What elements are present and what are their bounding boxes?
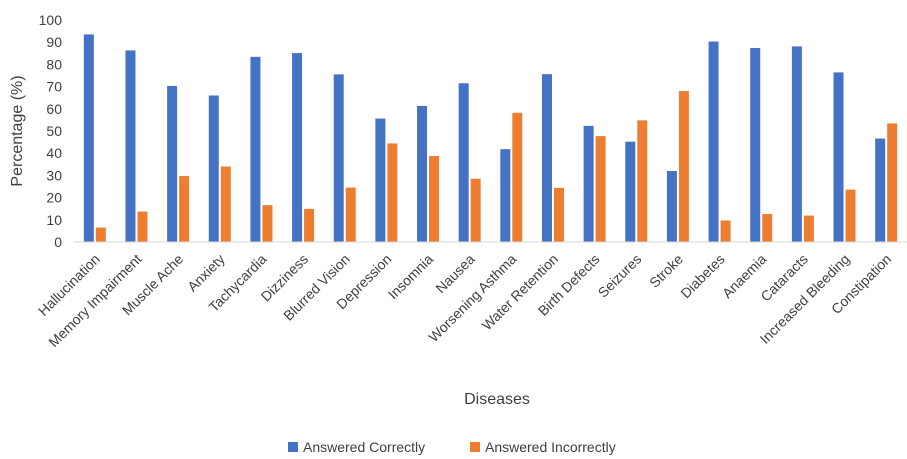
bar-correct: [666, 170, 677, 242]
y-tick-label: 0: [54, 234, 62, 250]
legend-swatch: [288, 442, 298, 452]
bar-correct: [750, 47, 761, 242]
y-tick-label: 100: [39, 12, 63, 28]
bar-incorrect: [595, 136, 606, 242]
bar-incorrect: [720, 220, 731, 242]
bar-incorrect: [95, 227, 106, 242]
bar-correct: [708, 41, 719, 243]
y-tick-label: 10: [46, 212, 62, 228]
x-tick-label: Water Retention: [479, 251, 561, 333]
bar-incorrect: [678, 91, 689, 242]
bar-correct: [625, 141, 636, 242]
bar-incorrect: [304, 208, 315, 242]
bars: [83, 34, 898, 243]
bar-correct: [500, 149, 511, 242]
bar-correct: [83, 34, 94, 243]
y-tick-label: 40: [46, 145, 62, 161]
bar-correct: [292, 53, 303, 242]
bar-incorrect: [262, 205, 273, 242]
bar-incorrect: [762, 214, 773, 242]
bar-correct: [208, 95, 219, 242]
bar-correct: [791, 46, 802, 242]
bar-incorrect: [179, 176, 190, 242]
bar-incorrect: [387, 143, 398, 242]
y-tick-label: 30: [46, 167, 62, 183]
x-tick-label: Insomnia: [385, 251, 437, 303]
y-tick-label: 20: [46, 190, 62, 206]
legend: Answered Correctly Answered Incorrectly: [288, 439, 616, 455]
bar-correct: [333, 74, 344, 242]
y-tick-label: 50: [46, 123, 62, 139]
bar-correct: [541, 74, 552, 242]
bar-incorrect: [470, 178, 481, 242]
bar-correct: [167, 85, 178, 243]
x-tick-label: Diabetes: [677, 251, 727, 301]
x-tick-label: Stroke: [646, 251, 686, 291]
x-tick-label: Seizures: [595, 251, 645, 301]
bar-incorrect: [845, 189, 856, 242]
bar-incorrect: [553, 187, 564, 242]
bar-incorrect: [137, 211, 148, 242]
x-axis-title: Diseases: [464, 391, 530, 408]
bar-incorrect: [512, 112, 523, 243]
legend-label: Answered Correctly: [303, 439, 425, 455]
y-axis-ticks: 0 10 20 30 40 50 60 70 80 90 100: [39, 12, 63, 250]
bar-incorrect: [345, 187, 356, 242]
legend-swatch: [470, 442, 480, 452]
bar-correct: [833, 72, 844, 242]
bar-correct: [583, 125, 594, 242]
bar-correct: [250, 56, 261, 242]
y-tick-label: 70: [46, 79, 62, 95]
bar-incorrect: [803, 215, 814, 242]
bar-incorrect: [429, 156, 440, 242]
bar-correct: [417, 105, 428, 242]
y-axis-title: Percentage (%): [9, 75, 26, 186]
bar-incorrect: [887, 123, 898, 242]
bar-incorrect: [637, 120, 648, 242]
y-tick-label: 80: [46, 56, 62, 72]
y-tick-label: 90: [46, 34, 62, 50]
legend-label: Answered Incorrectly: [485, 439, 616, 455]
bar-incorrect: [220, 166, 231, 242]
bar-correct: [125, 50, 136, 242]
bar-correct: [875, 138, 886, 242]
bar-correct: [375, 118, 386, 242]
y-tick-label: 60: [46, 101, 62, 117]
bar-correct: [458, 83, 469, 243]
